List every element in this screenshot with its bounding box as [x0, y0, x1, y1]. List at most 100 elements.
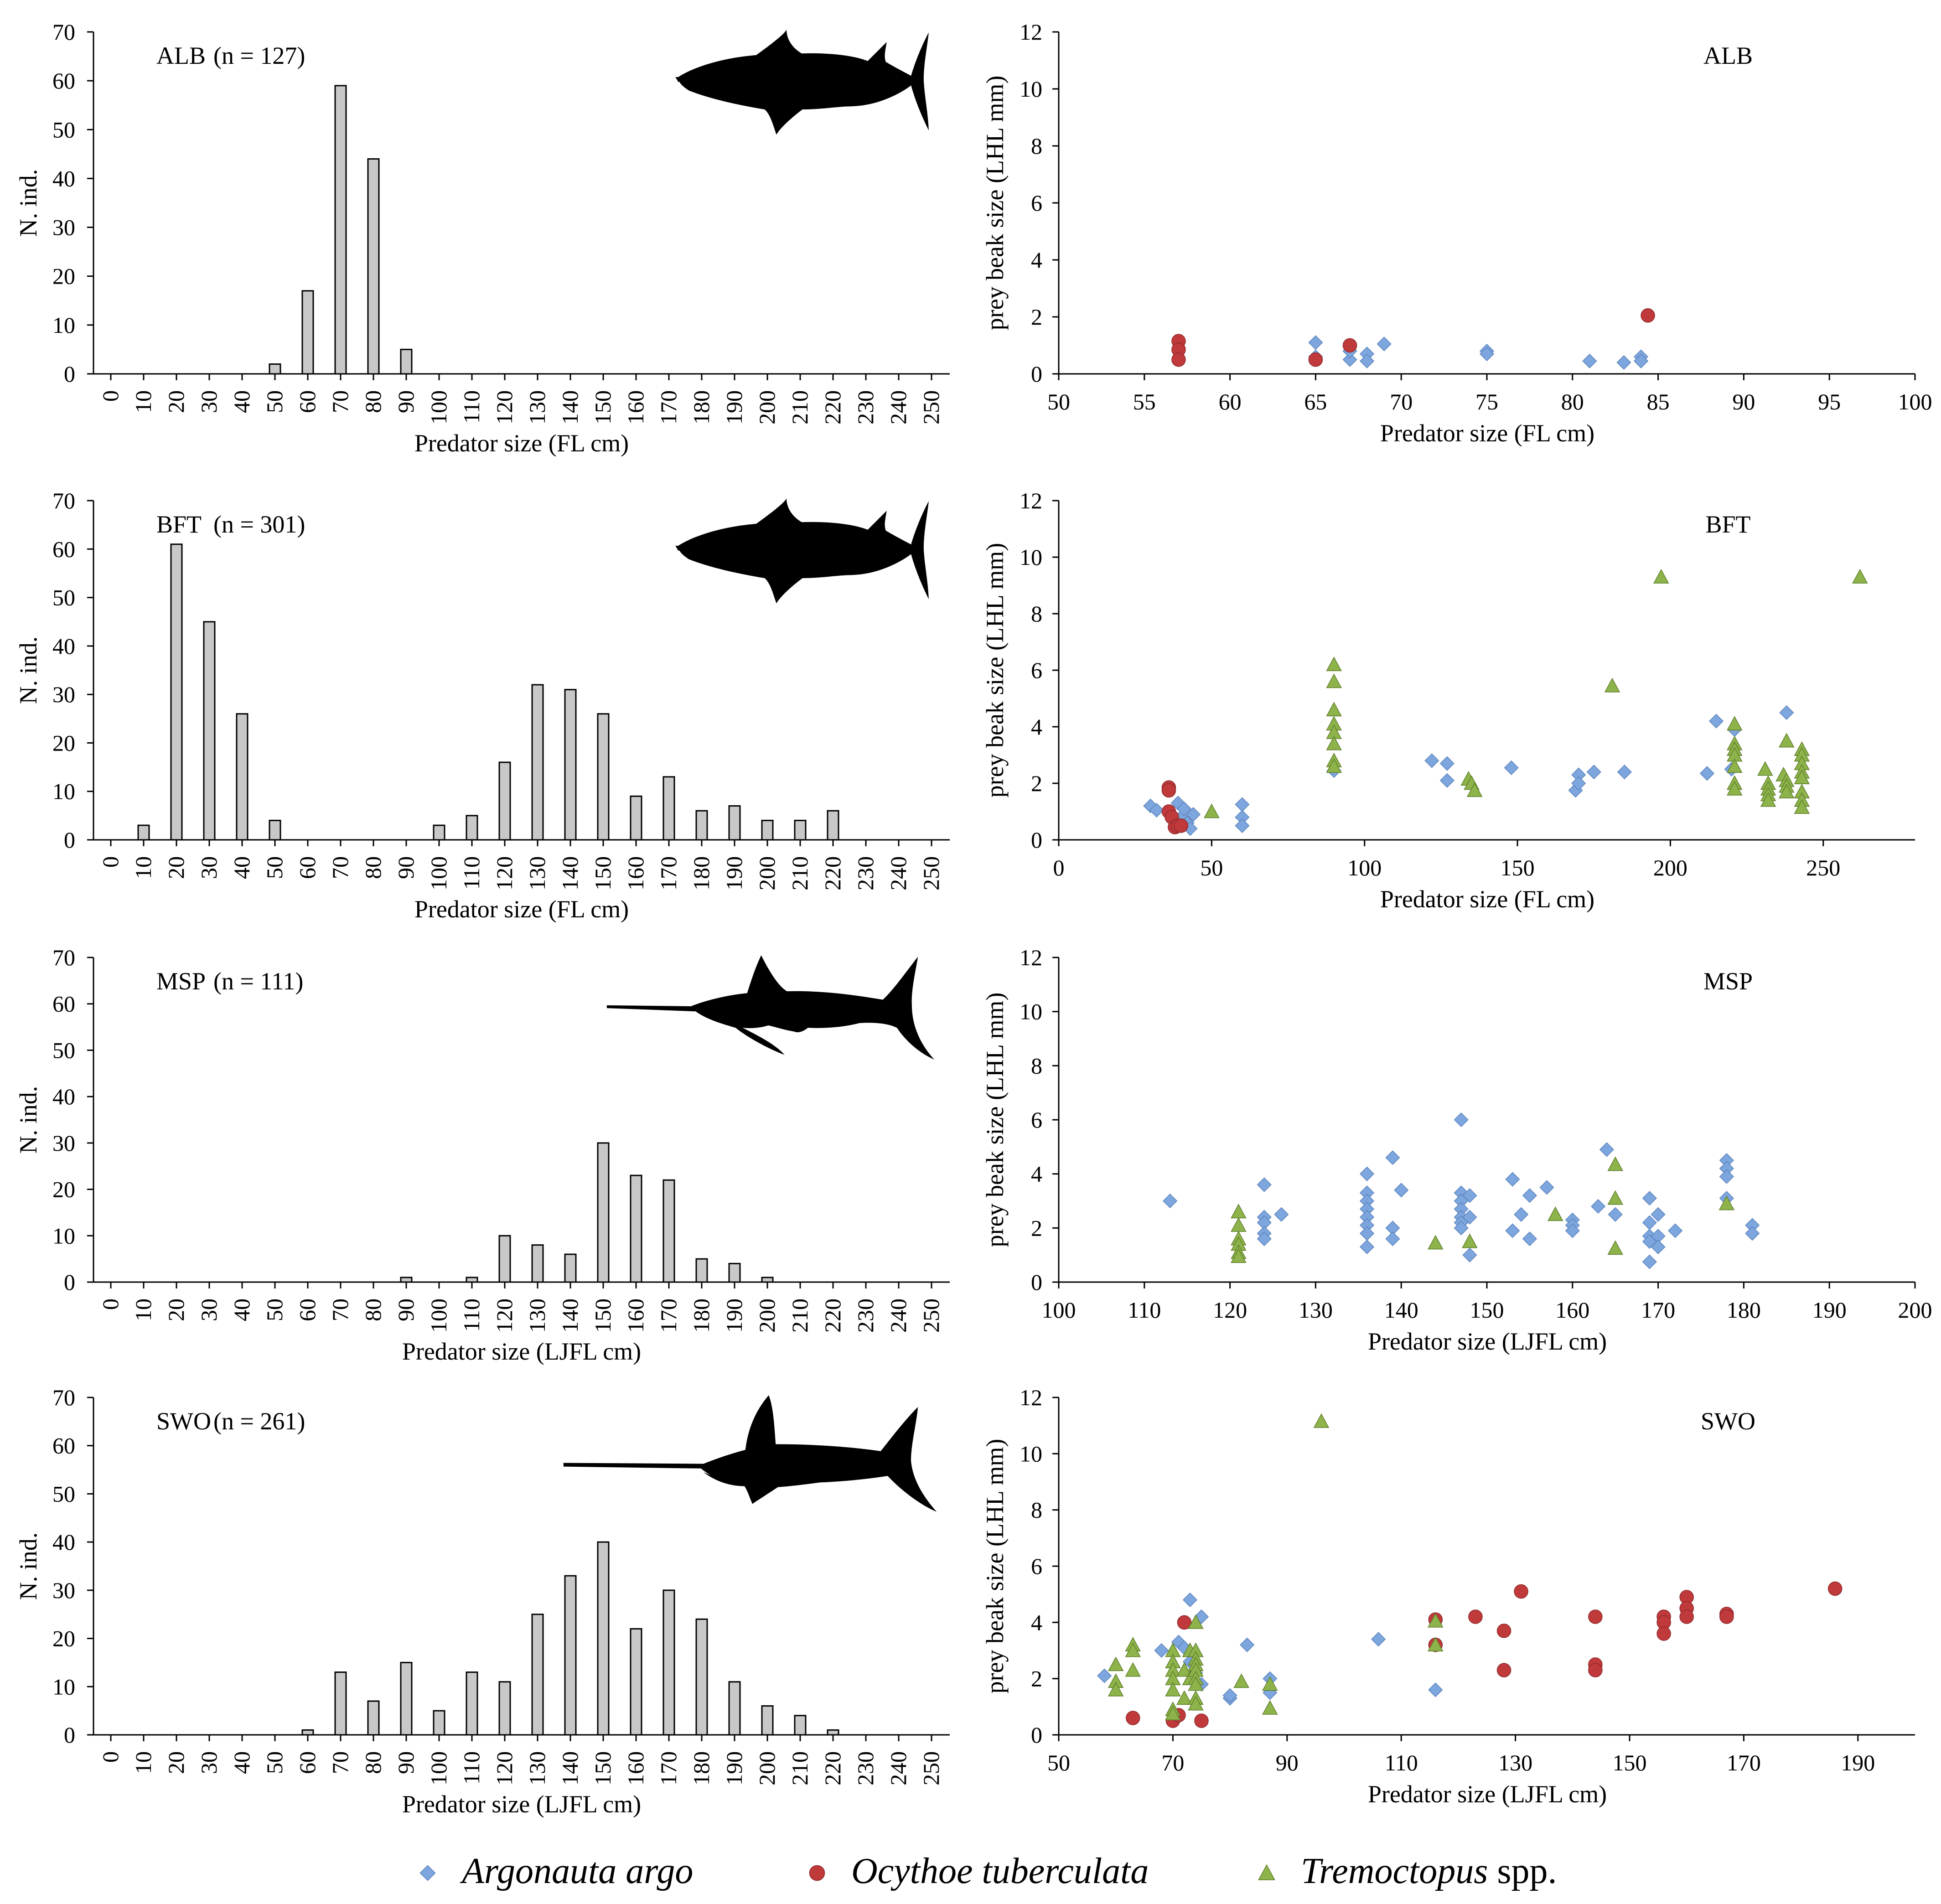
y-axis-label: N. ind. — [15, 1086, 42, 1154]
histogram-bar — [269, 363, 281, 375]
y-tick-label: 0 — [1031, 1722, 1042, 1748]
data-point-triangle — [1231, 1217, 1247, 1232]
data-point-triangle — [1176, 1662, 1192, 1677]
x-tick-label: 180 — [688, 1751, 714, 1785]
histogram-bar — [564, 1575, 577, 1736]
x-tick-label: 110 — [459, 856, 484, 890]
data-point-diamond — [1274, 1207, 1289, 1222]
histogram-bar — [630, 795, 642, 841]
data-point-triangle — [1547, 1206, 1563, 1221]
x-tick-label: 220 — [820, 1299, 845, 1333]
y-tick-label: 0 — [64, 361, 75, 387]
chart-title: MSP — [1703, 968, 1753, 995]
histogram-bar — [630, 1174, 642, 1283]
data-point-diamond — [1462, 1188, 1477, 1203]
x-tick-label: 80 — [360, 856, 386, 879]
x-tick-label: 30 — [196, 1299, 222, 1321]
x-tick-label: 120 — [492, 1751, 517, 1785]
x-tick-label: 170 — [656, 390, 681, 424]
y-tick-label: 20 — [52, 1177, 75, 1202]
data-point-diamond — [1616, 355, 1631, 370]
data-point-circle — [1514, 1584, 1528, 1599]
data-point-triangle — [1760, 792, 1776, 807]
x-tick-label: 140 — [557, 390, 583, 424]
y-tick-label: 70 — [52, 488, 75, 513]
y-tick-label: 60 — [52, 1433, 75, 1459]
x-tick-label: 190 — [721, 1751, 747, 1785]
sample-size-label: (n = 127) — [213, 42, 305, 69]
legend-triangle-marker — [1258, 1864, 1275, 1880]
histogram-bar — [564, 689, 577, 841]
x-tick-label: 50 — [1200, 855, 1223, 880]
data-point-diamond — [1462, 1247, 1477, 1262]
x-axis-label: Predator size (FL cm) — [1380, 885, 1594, 913]
y-tick-label: 2 — [1031, 1666, 1042, 1692]
x-tick-label: 150 — [590, 1299, 616, 1333]
x-tick-label: 250 — [918, 856, 944, 890]
data-point-triangle — [1466, 782, 1483, 797]
x-tick-label: 190 — [721, 856, 747, 890]
histogram-bar — [761, 819, 774, 841]
histogram-bar — [761, 1705, 774, 1736]
data-point-diamond — [1257, 1231, 1272, 1247]
data-point-circle — [1496, 1624, 1511, 1638]
data-point-diamond — [1571, 776, 1586, 791]
data-point-diamond — [1651, 1239, 1666, 1254]
histogram-bar — [630, 1628, 642, 1736]
x-tick-label: 0 — [98, 1751, 123, 1763]
x-tick-label: 80 — [360, 1751, 386, 1774]
y-tick-label: 0 — [1031, 361, 1042, 387]
x-tick-label: 130 — [524, 1299, 550, 1333]
y-axis-label: N. ind. — [15, 169, 42, 237]
x-tick-label: 240 — [885, 1751, 911, 1785]
data-point-diamond — [1504, 760, 1519, 775]
histogram-bar — [367, 158, 380, 375]
y-tick-label: 40 — [52, 1084, 75, 1109]
y-tick-label: 10 — [52, 1223, 75, 1248]
data-point-triangle — [1852, 569, 1868, 584]
x-tick-label: 100 — [426, 1751, 451, 1785]
x-tick-label: 190 — [721, 390, 747, 424]
scatter-alb: 0 2 4 6 8 10 12 50 55 60 65 70 75 80 85 90 95 100 prey bea… — [981, 19, 1932, 447]
data-point-diamond — [1617, 765, 1632, 780]
data-point-diamond — [1591, 1199, 1606, 1214]
data-point-triangle — [1262, 1676, 1278, 1691]
data-point-triangle — [1462, 1233, 1478, 1248]
y-tick-label: 0 — [64, 1269, 75, 1295]
histogram-bar — [269, 819, 281, 841]
data-point-diamond — [1505, 1172, 1520, 1187]
y-tick-label: 40 — [52, 633, 75, 659]
x-tick-label: 90 — [393, 1299, 419, 1321]
y-tick-label: 60 — [52, 68, 75, 93]
histogram-bar — [400, 348, 413, 375]
data-point-circle — [1468, 1609, 1483, 1624]
x-tick-label: 220 — [820, 390, 845, 424]
x-tick-label: 170 — [656, 856, 681, 890]
data-point-diamond — [1342, 352, 1357, 367]
x-tick-label: 90 — [393, 390, 419, 413]
y-tick-label: 60 — [52, 536, 75, 562]
legend-species-name: Tremoctopus — [1301, 1851, 1488, 1891]
x-tick-label: 70 — [327, 1751, 353, 1774]
data-point-triangle — [1727, 716, 1743, 731]
y-tick-label: 8 — [1031, 601, 1042, 626]
y-tick-label: 12 — [1020, 945, 1042, 970]
x-tick-label: 200 — [754, 1751, 780, 1785]
y-tick-label: 40 — [52, 1529, 75, 1555]
y-tick-label: 2 — [1031, 304, 1042, 330]
x-tick-label: 30 — [196, 856, 222, 879]
histogram-bar — [367, 1700, 380, 1736]
x-tick-label: 70 — [1390, 389, 1413, 414]
histogram-bar — [827, 810, 839, 841]
y-tick-label: 4 — [1031, 714, 1042, 740]
x-tick-label: 110 — [459, 390, 484, 424]
histogram-bar — [663, 776, 675, 841]
x-tick-label: 60 — [295, 1751, 320, 1774]
x-tick-label: 120 — [492, 390, 517, 424]
data-point-diamond — [1257, 1177, 1272, 1192]
data-point-diamond — [1360, 1226, 1375, 1241]
x-tick-label: 50 — [262, 1751, 287, 1774]
data-point-diamond — [1582, 353, 1597, 368]
y-tick-label: 0 — [64, 1722, 75, 1748]
